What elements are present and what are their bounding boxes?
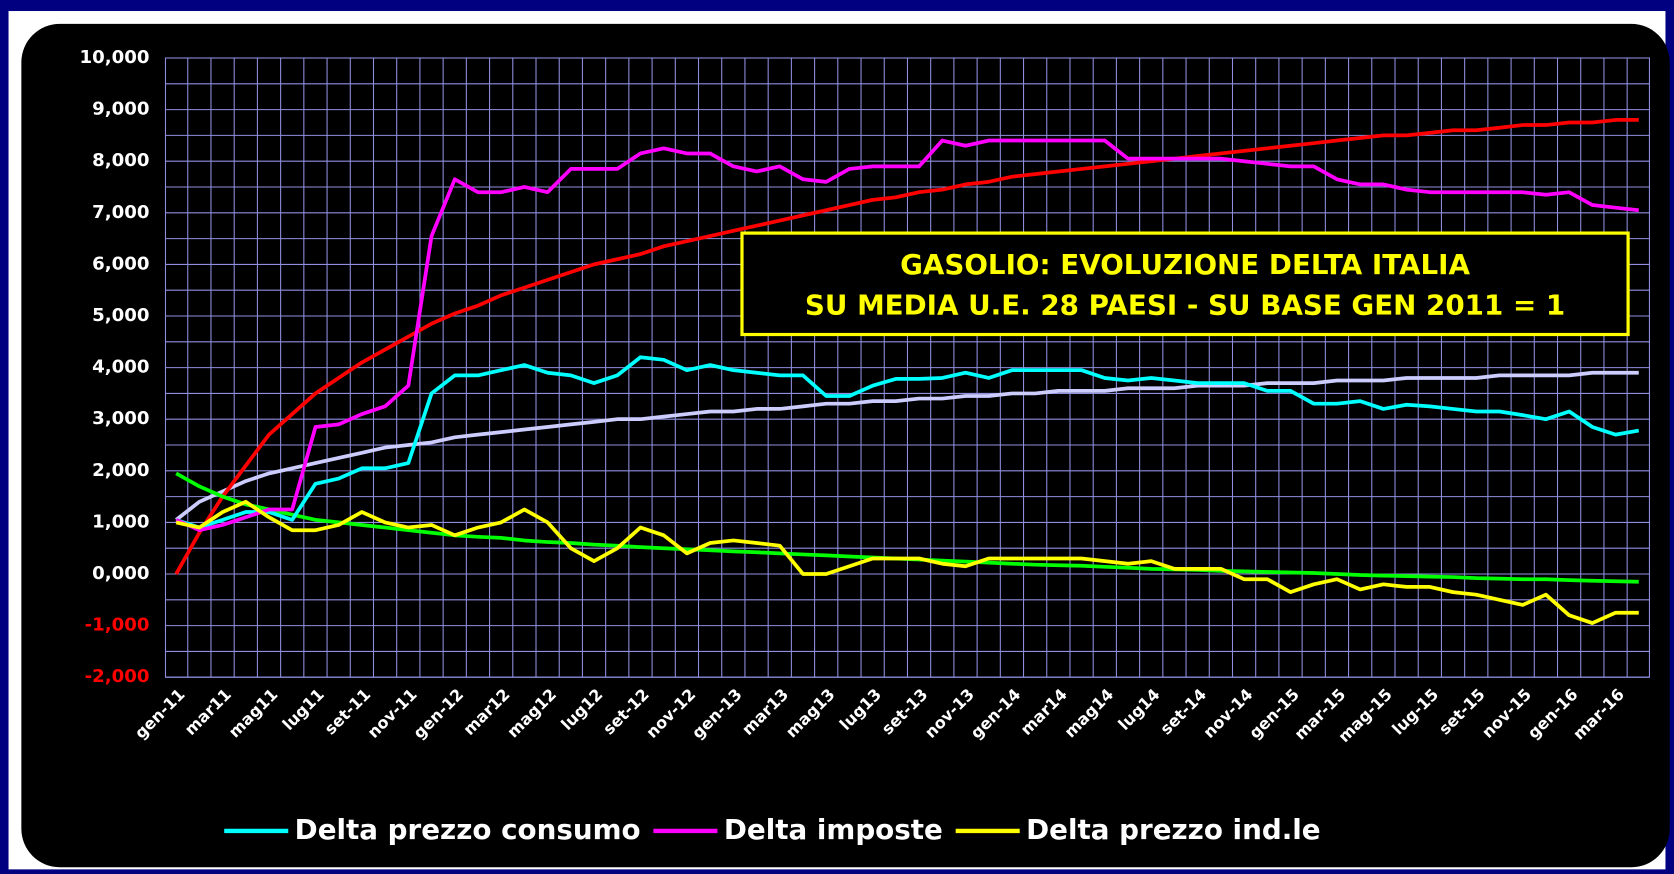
y-tick-label: 5,000 xyxy=(92,305,149,326)
y-tick-label: 7,000 xyxy=(92,202,149,223)
y-tick-label: 10,000 xyxy=(80,47,150,68)
lines xyxy=(174,118,1640,625)
series-line xyxy=(175,355,1640,530)
y-tick-label: 3,000 xyxy=(92,408,149,429)
y-tick-label: 9,000 xyxy=(92,99,149,120)
legend-label: Delta imposte xyxy=(724,813,943,846)
legend: Delta prezzo consumo Delta imposte Delta p… xyxy=(224,813,1321,846)
series-line xyxy=(175,138,1639,533)
series-line xyxy=(174,118,1639,575)
series-line xyxy=(175,370,1639,522)
y-tick-label: 2,000 xyxy=(92,460,149,481)
y-tick-label: 1,000 xyxy=(92,511,149,532)
y-tick-label: -2,000 xyxy=(85,666,150,687)
y-tick-label: 4,000 xyxy=(92,357,149,378)
chart-title: GASOLIO: EVOLUZIONE DELTA ITALIA xyxy=(900,248,1470,281)
y-tick-label: 0,000 xyxy=(92,563,149,584)
plot-border xyxy=(164,57,1650,678)
y-tick-label: 8,000 xyxy=(92,150,149,171)
legend-label: Delta prezzo consumo xyxy=(295,813,641,846)
y-tick-label: 6,000 xyxy=(92,253,149,274)
chart-subtitle: SU MEDIA U.E. 28 PAESI - SU BASE GEN 201… xyxy=(805,289,1565,322)
title-box xyxy=(740,231,1630,337)
series-line xyxy=(175,499,1639,625)
legend-label: Delta prezzo ind.le xyxy=(1026,813,1320,846)
y-tick-label: -1,000 xyxy=(85,615,150,636)
